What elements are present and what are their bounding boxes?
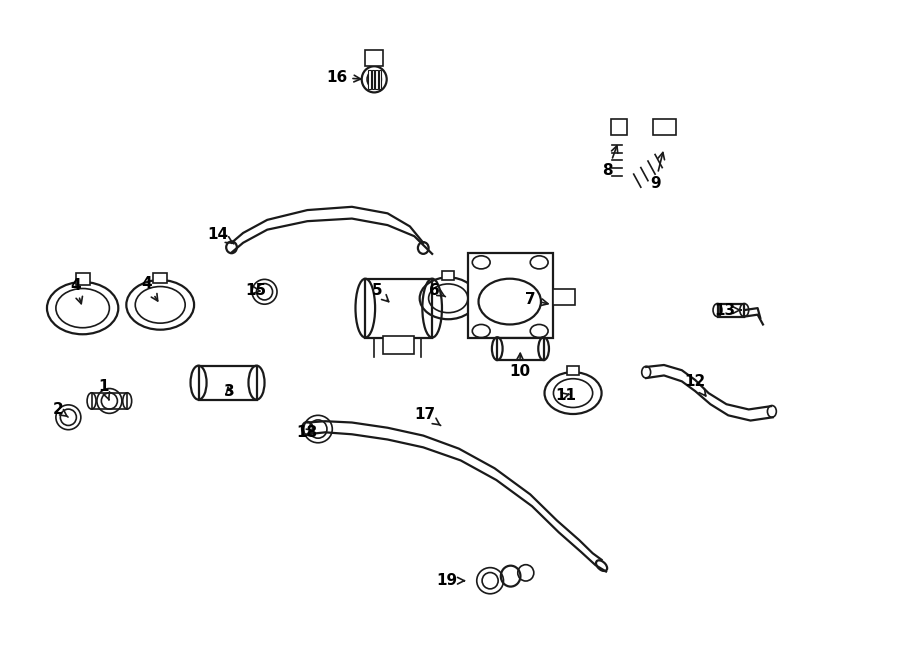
FancyBboxPatch shape [379,70,382,89]
FancyBboxPatch shape [368,70,371,89]
FancyBboxPatch shape [498,338,544,360]
Text: 4: 4 [141,277,158,301]
Text: 15: 15 [245,283,266,298]
Text: 2: 2 [52,402,68,417]
Text: 13: 13 [714,303,741,318]
Text: 9: 9 [650,152,664,191]
FancyBboxPatch shape [365,279,432,338]
Text: 1: 1 [99,379,110,400]
FancyBboxPatch shape [383,336,414,354]
Bar [442,271,454,280]
FancyBboxPatch shape [372,70,374,89]
FancyBboxPatch shape [653,118,676,135]
FancyBboxPatch shape [717,304,744,316]
FancyBboxPatch shape [375,70,378,89]
Text: 18: 18 [297,425,318,440]
Text: 8: 8 [602,146,617,178]
FancyBboxPatch shape [92,393,127,409]
Text: 17: 17 [415,407,441,426]
FancyBboxPatch shape [610,118,626,135]
Text: 14: 14 [208,227,234,244]
FancyBboxPatch shape [553,289,575,305]
Text: 16: 16 [326,70,361,85]
Text: 11: 11 [555,387,576,402]
FancyBboxPatch shape [365,50,383,66]
Text: 19: 19 [436,573,464,589]
Bar [567,366,580,375]
Text: 6: 6 [429,283,445,298]
Text: 7: 7 [525,292,548,307]
FancyBboxPatch shape [468,253,553,338]
Text: 3: 3 [223,384,234,399]
FancyBboxPatch shape [199,365,256,400]
Bar [76,273,90,285]
Text: 5: 5 [372,283,389,302]
Text: 10: 10 [509,354,530,379]
Bar [153,273,167,283]
Text: 4: 4 [70,278,83,304]
Text: 12: 12 [685,375,706,396]
